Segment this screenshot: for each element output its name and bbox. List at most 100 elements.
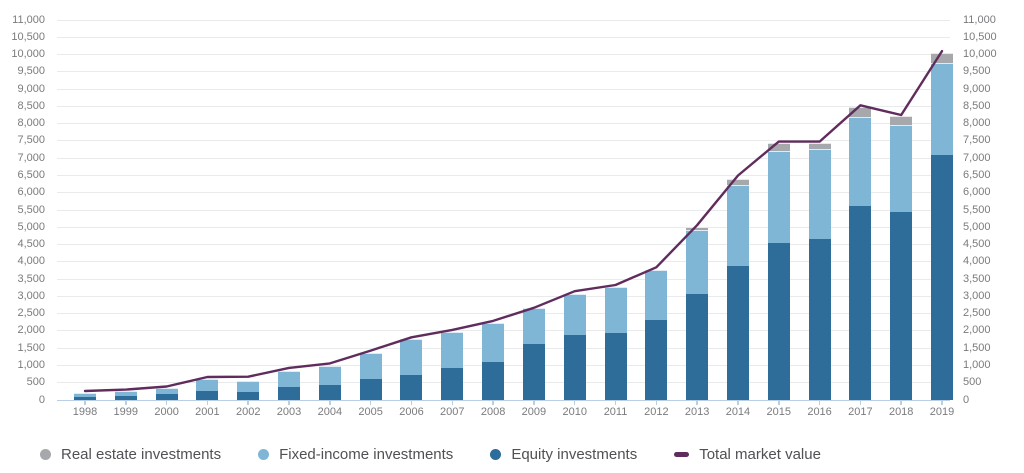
bar-segment-1999-equity-investments	[114, 395, 137, 400]
x-tick-2008	[492, 401, 494, 405]
bar-segment-2013-real-estate-investments	[686, 227, 709, 231]
legend-item-total-market-value[interactable]: Total market value	[674, 446, 821, 463]
bar-segment-1998-equity-investments	[74, 396, 96, 400]
x-tick-2006	[410, 401, 413, 405]
y-tick-right-7500: 7,500	[963, 134, 991, 147]
x-tick-2012	[655, 401, 658, 405]
bar-segment-1998-fixed-income-investments	[74, 393, 96, 397]
y-tick-left-9500: 9,500	[17, 65, 45, 78]
bar-segment-2002-fixed-income-investments	[237, 380, 260, 393]
bar-segment-2016-equity-investments	[808, 239, 831, 400]
bar-segment-2003-equity-investments	[278, 387, 301, 400]
bar-segment-2017-equity-investments	[849, 205, 872, 400]
bar-segment-2015-real-estate-investments	[767, 143, 790, 151]
legend-item-equity-investments[interactable]: Equity investments	[490, 446, 637, 463]
bar-2001	[196, 20, 219, 400]
x-tick-2019	[941, 401, 943, 405]
y-tick-left-3500: 3,500	[17, 272, 45, 285]
bar-2010	[563, 20, 586, 400]
bar-segment-2018-real-estate-investments	[890, 116, 913, 126]
x-label-2001: 2001	[195, 406, 220, 418]
x-tick-2001	[206, 401, 209, 405]
bar-segment-2004-equity-investments	[318, 385, 341, 400]
y-tick-right-6000: 6,000	[963, 186, 991, 199]
x-label-2007: 2007	[440, 406, 465, 418]
x-tick-2018	[900, 401, 902, 405]
bar-2000	[155, 20, 178, 400]
bar-segment-2016-fixed-income-investments	[808, 149, 831, 240]
gridline-10500	[57, 36, 950, 38]
y-tick-right-3000: 3,000	[963, 289, 991, 302]
x-tick-2016	[818, 401, 821, 405]
y-tick-left-2500: 2,500	[17, 307, 45, 320]
bar-segment-2000-equity-investments	[155, 393, 178, 400]
bar-1998	[74, 20, 96, 400]
legend: Real estate investments Fixed-income inve…	[40, 446, 821, 463]
bar-segment-2003-fixed-income-investments	[278, 370, 301, 388]
x-tick-2011	[614, 401, 617, 405]
legend-item-real-estate-investments[interactable]: Real estate investments	[40, 446, 221, 463]
bar-1999	[114, 20, 137, 400]
bar-segment-2016-real-estate-investments	[808, 143, 831, 150]
bar-2008	[482, 20, 505, 400]
y-tick-left-5000: 5,000	[17, 220, 45, 233]
bar-2004	[318, 20, 341, 400]
x-label-2018: 2018	[888, 406, 914, 418]
y-tick-left-2000: 2,000	[17, 324, 45, 337]
x-label-2003: 2003	[276, 406, 302, 418]
x-tick-2014	[737, 401, 739, 405]
y-tick-right-9000: 9,000	[963, 82, 991, 95]
y-tick-right-500: 500	[963, 376, 982, 389]
legend-item-fixed-income-investments[interactable]: Fixed-income investments	[258, 446, 453, 463]
y-tick-right-4000: 4,000	[963, 255, 991, 268]
x-tick-1999	[125, 401, 127, 405]
x-label-2019: 2019	[929, 406, 955, 418]
x-tick-2004	[329, 401, 331, 405]
total-market-value-line-icon	[674, 452, 690, 457]
gridline-11000	[57, 19, 950, 21]
x-tick-2009	[533, 401, 535, 405]
bar-segment-2002-equity-investments	[237, 392, 260, 400]
x-tick-2005	[369, 401, 372, 405]
bar-segment-2010-equity-investments	[563, 335, 586, 400]
fixed-income-investments-dot-icon	[258, 449, 270, 460]
equity-investments-dot-icon	[490, 449, 502, 460]
y-tick-left-8000: 8,000	[17, 117, 45, 130]
bar-segment-2009-equity-investments	[522, 344, 545, 400]
bar-2006	[400, 20, 423, 400]
y-tick-left-4000: 4,000	[17, 255, 45, 268]
y-tick-left-6000: 6,000	[17, 186, 45, 199]
bar-segment-2012-equity-investments	[645, 319, 668, 400]
x-label-2008: 2008	[480, 406, 506, 418]
y-tick-right-11000: 11,000	[963, 13, 996, 26]
y-tick-left-10500: 10,500	[11, 30, 45, 43]
x-label-2012: 2012	[644, 406, 669, 418]
bar-2017	[849, 20, 872, 400]
x-label-2017: 2017	[848, 406, 873, 418]
bar-segment-2019-fixed-income-investments	[931, 62, 953, 155]
bar-segment-2015-fixed-income-investments	[767, 150, 790, 243]
y-tick-left-7000: 7,000	[17, 151, 45, 164]
legend-label-real-estate-investments: Real estate investments	[61, 446, 222, 463]
y-tick-left-8500: 8,500	[17, 99, 45, 112]
bar-segment-2005-fixed-income-investments	[359, 352, 382, 379]
bar-segment-2007-equity-investments	[441, 368, 464, 400]
y-tick-right-1000: 1,000	[963, 358, 991, 371]
bar-segment-2001-equity-investments	[196, 391, 219, 400]
y-tick-left-1500: 1,500	[17, 341, 45, 354]
bar-segment-2011-fixed-income-investments	[604, 286, 627, 333]
y-tick-right-2500: 2,500	[963, 307, 991, 320]
x-label-2005: 2005	[358, 406, 383, 418]
bar-segment-2013-equity-investments	[686, 293, 709, 400]
y-tick-right-10500: 10,500	[963, 30, 997, 43]
y-tick-right-6500: 6,500	[963, 168, 991, 181]
y-tick-right-5000: 5,000	[963, 220, 991, 233]
x-tick-2017	[859, 401, 862, 405]
legend-label-fixed-income-investments: Fixed-income investments	[279, 446, 454, 463]
bar-segment-2014-real-estate-investments	[726, 178, 749, 185]
bar-segment-2018-equity-investments	[890, 211, 913, 400]
bar-segment-2017-real-estate-investments	[849, 107, 872, 118]
y-tick-right-3500: 3,500	[963, 272, 991, 285]
bar-2018	[890, 20, 913, 400]
